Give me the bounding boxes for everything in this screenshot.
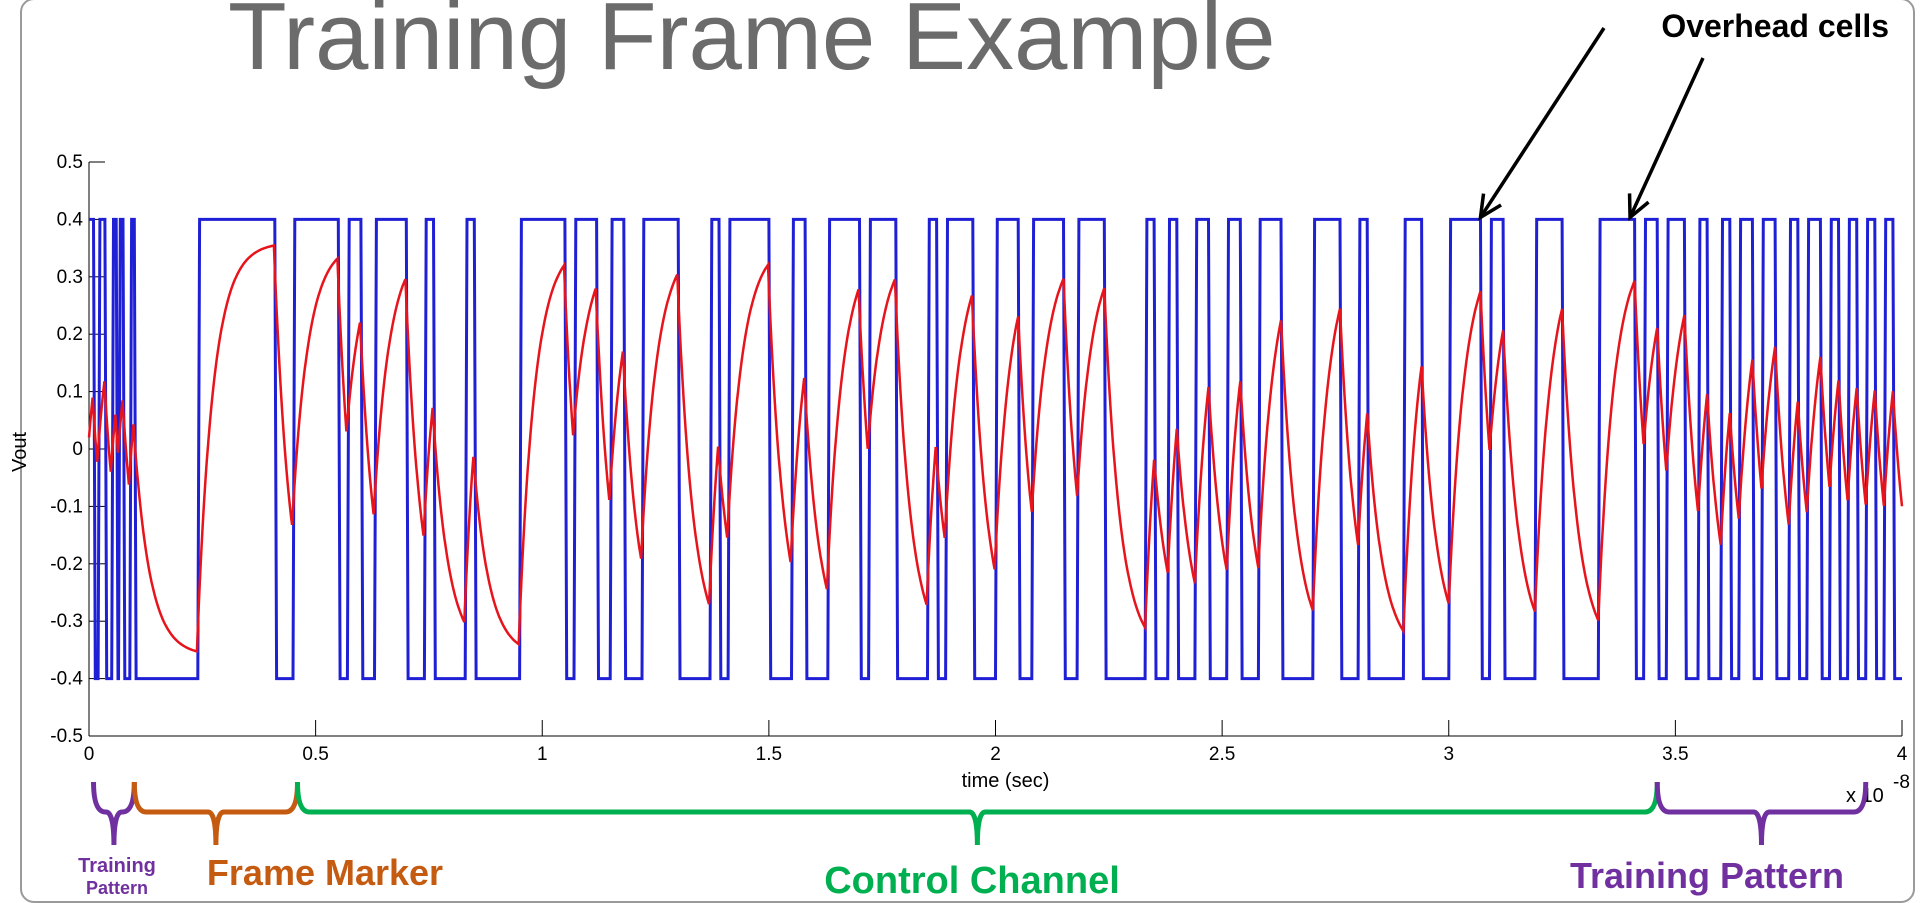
x-tick-label: 4 — [1897, 744, 1908, 765]
x-exponent-power: -8 — [1893, 772, 1910, 793]
overhead-arrow — [1628, 57, 1705, 219]
x-tick-label: 2.5 — [1209, 744, 1235, 765]
segment-label: Training — [78, 855, 156, 877]
series-filtered-response — [87, 243, 1904, 653]
slide-title: Training Frame Example — [228, 0, 1276, 90]
x-tick-label: 0 — [84, 744, 95, 765]
segment-label: Frame Marker — [207, 852, 443, 893]
overhead-arrowhead — [1627, 193, 1650, 222]
y-tick-label: 0.4 — [57, 209, 84, 230]
segment-brace — [91, 781, 137, 846]
x-tick-label: 1 — [537, 744, 548, 765]
y-tick-label: 0.1 — [57, 382, 83, 403]
x-tick-label: 3.5 — [1662, 744, 1688, 765]
y-tick-label: 0.2 — [57, 324, 83, 345]
overhead-cells-label: Overhead cells — [1661, 8, 1889, 44]
x-tick-label: 2 — [990, 744, 1001, 765]
x-tick-label: 1.5 — [756, 744, 782, 765]
overhead-arrowhead — [1478, 193, 1502, 221]
segment-label-line2: Pattern — [86, 878, 148, 897]
axes: 0.50.40.30.20.10-0.1-0.2-0.3-0.4-0.50 0.5… — [9, 152, 1910, 807]
y-tick-label: -0.2 — [50, 554, 83, 575]
segment-brace — [131, 781, 300, 846]
overhead-arrow — [1479, 27, 1606, 219]
y-tick-label: 0.5 — [57, 152, 83, 173]
annotations: Overhead cells — [1478, 8, 1889, 222]
segment-label: Training Pattern — [1570, 855, 1844, 896]
segment-brace — [294, 781, 1660, 846]
y-tick-label: -0.1 — [50, 496, 83, 517]
series-square-wave — [89, 217, 1902, 681]
y-tick-label: -0.5 — [50, 726, 83, 747]
y-tick-label: -0.3 — [50, 611, 83, 632]
y-axis-label: Vout — [9, 432, 31, 472]
x-axis-label: time (sec) — [962, 770, 1050, 792]
y-tick-label: 0.3 — [57, 267, 83, 288]
series — [87, 217, 1904, 681]
y-tick-label: -0.4 — [50, 669, 83, 690]
x-tick-label: 0.5 — [302, 744, 328, 765]
segment-label: Control Channel — [824, 860, 1120, 897]
segment-brace — [1654, 781, 1869, 846]
x-tick-label: 3 — [1443, 744, 1454, 765]
y-tick-label: 0 — [72, 439, 83, 460]
